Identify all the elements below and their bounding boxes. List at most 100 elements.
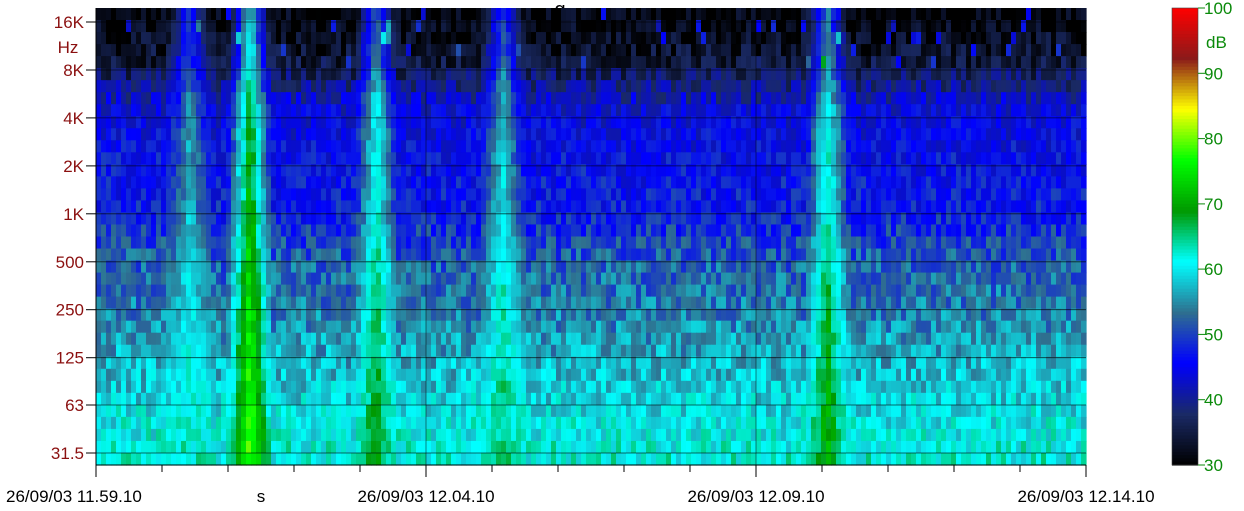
heatmap-cell xyxy=(486,188,492,202)
heatmap-cell xyxy=(846,212,852,226)
heatmap-cell xyxy=(826,32,832,45)
heatmap-cell xyxy=(291,140,297,153)
heatmap-cell xyxy=(196,272,202,286)
heatmap-cell xyxy=(636,104,642,117)
heatmap-cell xyxy=(736,20,742,33)
heatmap-cell xyxy=(911,296,917,310)
heatmap-cell xyxy=(1071,128,1077,141)
heatmap-cell xyxy=(351,32,357,45)
heatmap-cell xyxy=(696,272,702,286)
heatmap-cell xyxy=(1061,152,1067,165)
heatmap-cell xyxy=(851,92,857,105)
heatmap-cell xyxy=(741,200,747,214)
heatmap-cell xyxy=(931,44,937,57)
heatmap-cell xyxy=(911,68,917,81)
heatmap-cell xyxy=(386,152,392,165)
heatmap-cell xyxy=(131,248,137,262)
heatmap-cell xyxy=(781,8,787,21)
heatmap-cell xyxy=(596,80,602,93)
heatmap-cell xyxy=(841,296,847,310)
heatmap-cell xyxy=(551,236,557,250)
heatmap-cell xyxy=(306,92,312,105)
heatmap-cell xyxy=(1061,44,1067,57)
heatmap-cell xyxy=(726,116,732,129)
heatmap-cell xyxy=(966,20,972,33)
heatmap-cell xyxy=(541,164,547,177)
heatmap-cell xyxy=(341,92,347,105)
heatmap-cell xyxy=(396,92,402,105)
heatmap-cell xyxy=(401,32,407,45)
heatmap-cell xyxy=(346,8,352,21)
heatmap-cell xyxy=(711,116,717,129)
heatmap-cell xyxy=(346,224,352,238)
heatmap-cell xyxy=(656,176,662,189)
heatmap-cell xyxy=(346,164,352,177)
heatmap-cell xyxy=(971,260,977,274)
heatmap-cell xyxy=(521,104,527,117)
heatmap-cell xyxy=(226,92,232,105)
heatmap-cell xyxy=(601,296,607,310)
heatmap-cell xyxy=(176,140,182,153)
heatmap-cell xyxy=(136,260,142,274)
heatmap-cell xyxy=(871,80,877,93)
heatmap-cell xyxy=(831,56,837,69)
heatmap-cell xyxy=(96,8,102,21)
heatmap-cell xyxy=(346,56,352,69)
heatmap-cell xyxy=(381,92,387,105)
heatmap-cell xyxy=(421,212,427,226)
heatmap-cell xyxy=(756,68,762,81)
heatmap-cell xyxy=(686,44,692,57)
heatmap-cell xyxy=(706,296,712,310)
heatmap-cell xyxy=(661,188,667,202)
heatmap-cell xyxy=(571,272,577,286)
heatmap-cell xyxy=(806,296,812,310)
heatmap-cell xyxy=(976,20,982,33)
heatmap-cell xyxy=(681,152,687,165)
heatmap-cell xyxy=(851,128,857,141)
heatmap-cell xyxy=(611,284,617,298)
heatmap-cell xyxy=(816,236,822,250)
heatmap-cell xyxy=(416,80,422,93)
heatmap-cell xyxy=(721,188,727,202)
heatmap-cell xyxy=(771,164,777,177)
heatmap-cell xyxy=(616,284,622,298)
heatmap-cell xyxy=(496,140,502,153)
heatmap-cell xyxy=(216,296,222,310)
heatmap-cell xyxy=(886,20,892,33)
heatmap-cell xyxy=(541,140,547,153)
heatmap-cell xyxy=(1006,140,1012,153)
heatmap-cell xyxy=(766,20,772,33)
heatmap-cell xyxy=(471,80,477,93)
heatmap-cell xyxy=(391,260,397,274)
heatmap-cell xyxy=(596,56,602,69)
heatmap-cell xyxy=(831,128,837,141)
heatmap-cell xyxy=(516,296,522,310)
heatmap-cell xyxy=(271,164,277,177)
heatmap-cell xyxy=(396,164,402,177)
heatmap-cell xyxy=(956,32,962,45)
heatmap-cell xyxy=(846,32,852,45)
heatmap-cell xyxy=(491,176,497,189)
heatmap-cell xyxy=(306,212,312,226)
heatmap-cell xyxy=(986,212,992,226)
heatmap-cell xyxy=(1061,212,1067,226)
heatmap-cell xyxy=(636,80,642,93)
heatmap-cell xyxy=(366,20,372,33)
heatmap-cell xyxy=(516,116,522,129)
heatmap-cell xyxy=(636,284,642,298)
heatmap-cell xyxy=(991,140,997,153)
heatmap-cell xyxy=(566,104,572,117)
heatmap-cell xyxy=(886,56,892,69)
heatmap-cell xyxy=(496,44,502,57)
heatmap-cell xyxy=(526,32,532,45)
heatmap-cell xyxy=(816,284,822,298)
heatmap-cell xyxy=(141,188,147,202)
heatmap-cell xyxy=(946,116,952,129)
heatmap-cell xyxy=(336,164,342,177)
heatmap-cell xyxy=(351,80,357,93)
heatmap-cell xyxy=(806,8,812,21)
heatmap-cell xyxy=(296,152,302,165)
heatmap-cell xyxy=(916,224,922,238)
heatmap-cell xyxy=(606,152,612,165)
heatmap-cell xyxy=(1026,116,1032,129)
